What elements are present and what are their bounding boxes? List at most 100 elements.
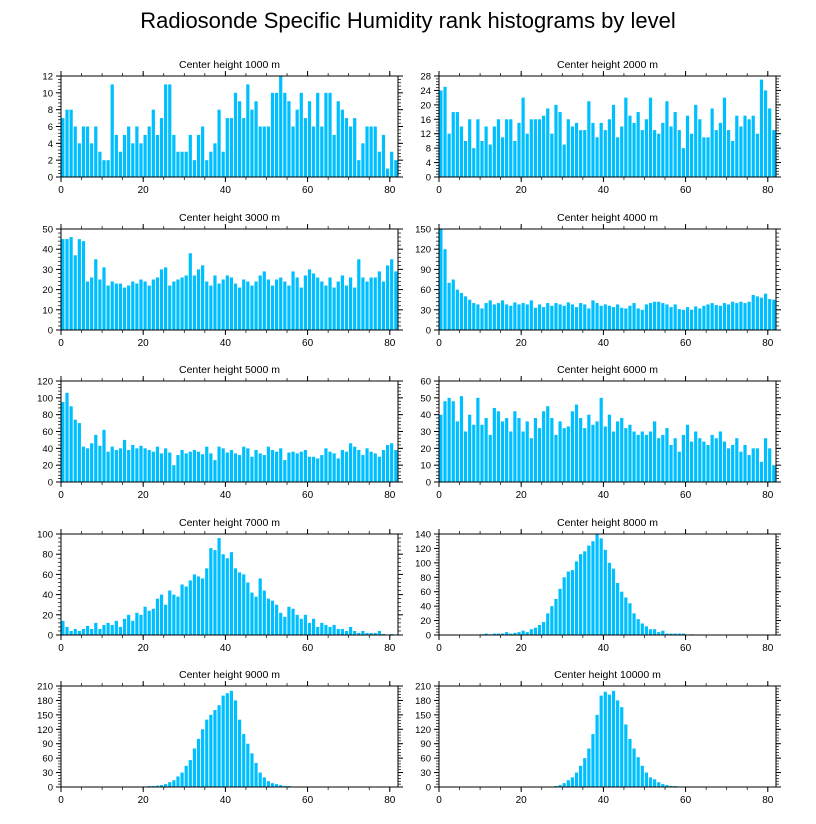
- histogram-bar: [550, 305, 554, 330]
- histogram-panel: 0 4 8 12 16 20 24 28 0 20 40 60 80 Center height 2000…: [420, 59, 781, 196]
- histogram-bar: [180, 277, 184, 330]
- histogram-bar: [607, 119, 612, 177]
- histogram-bar: [669, 307, 673, 330]
- histogram-bar: [492, 633, 496, 635]
- histogram-bar: [155, 277, 160, 330]
- histogram-bar: [599, 122, 603, 177]
- histogram-bar: [570, 126, 575, 177]
- histogram-bar: [570, 777, 575, 787]
- histogram-bar: [673, 438, 677, 482]
- x-tick-label: 80: [762, 338, 774, 349]
- y-tick-label: 60: [42, 427, 53, 438]
- histogram-bar: [373, 453, 377, 482]
- histogram-bar: [98, 151, 102, 177]
- histogram-bar: [525, 304, 529, 330]
- histogram-bar: [377, 271, 381, 330]
- histogram-bar: [653, 301, 657, 330]
- histogram-bar: [661, 784, 665, 787]
- histogram-bar: [254, 101, 258, 177]
- histogram-bar: [616, 583, 620, 635]
- histogram-bar: [644, 772, 648, 787]
- histogram-bar: [390, 151, 394, 177]
- y-tick-label: 210: [37, 682, 53, 693]
- histogram-bar: [755, 448, 759, 482]
- histogram-bar: [299, 618, 303, 635]
- histogram-bar: [554, 434, 558, 482]
- histogram-bar: [307, 101, 312, 177]
- x-tick-label: 40: [598, 795, 610, 806]
- histogram-bar: [579, 418, 583, 482]
- histogram-bar: [583, 304, 587, 330]
- y-tick-label: 30: [420, 305, 431, 316]
- histogram-panel: 0 30 60 90 120 150 0 20 40 60 80 Center height 4000…: [415, 212, 781, 349]
- histogram-bar: [258, 772, 262, 787]
- histogram-bar: [196, 451, 201, 482]
- histogram-bar: [616, 700, 620, 787]
- y-tick-label: 50: [420, 393, 431, 404]
- histogram-bar: [657, 438, 661, 482]
- histogram-bar: [755, 133, 759, 177]
- histogram-bar: [677, 633, 681, 635]
- histogram-bar: [677, 130, 681, 177]
- histogram-bar: [591, 300, 595, 330]
- histogram-bar: [579, 765, 583, 787]
- histogram-bar: [591, 424, 595, 482]
- x-tick-label: 80: [762, 643, 774, 654]
- histogram-bar: [620, 418, 624, 482]
- histogram-bar: [205, 568, 209, 635]
- histogram-bar: [159, 453, 164, 482]
- histogram-bar: [303, 118, 307, 177]
- histogram-bar: [201, 126, 205, 177]
- histogram-bar: [546, 303, 550, 330]
- histogram-bar: [685, 307, 690, 330]
- histogram-bar: [229, 277, 234, 330]
- histogram-bar: [365, 281, 369, 330]
- histogram-bar: [681, 309, 685, 330]
- histogram-bar: [714, 305, 718, 330]
- histogram-bar: [385, 168, 390, 177]
- histogram-bar: [147, 450, 151, 482]
- histogram-bar: [180, 450, 184, 482]
- histogram-bar: [184, 275, 188, 330]
- histogram-bar: [266, 279, 270, 330]
- histogram-bar: [77, 239, 81, 330]
- histogram-bar: [566, 780, 570, 787]
- histogram-bar: [151, 608, 155, 635]
- histogram-bar: [698, 119, 702, 177]
- histogram-bar: [468, 299, 472, 330]
- histogram-bar: [669, 126, 673, 177]
- histogram-bar: [554, 303, 558, 330]
- histogram-bar: [196, 134, 201, 177]
- histogram-bar: [316, 626, 320, 635]
- histogram-bar: [603, 549, 607, 635]
- histogram-bar: [275, 451, 279, 482]
- histogram-bar: [451, 112, 455, 177]
- histogram-bar: [127, 126, 131, 177]
- histogram-bar: [500, 421, 505, 482]
- histogram-bar: [98, 279, 102, 330]
- histogram-bar: [439, 229, 443, 330]
- histogram-bar: [525, 133, 529, 177]
- histogram-bar: [320, 126, 324, 177]
- histogram-bar: [266, 126, 270, 177]
- histogram-bar: [312, 618, 316, 635]
- y-tick-label: 8: [48, 105, 53, 116]
- histogram-bar: [636, 757, 640, 787]
- histogram-bar: [357, 450, 361, 482]
- histogram-bar: [94, 259, 98, 330]
- histogram-bar: [336, 628, 340, 635]
- histogram-bar: [139, 279, 143, 330]
- histogram-bar: [303, 614, 307, 635]
- histogram-bar: [110, 446, 114, 482]
- histogram-bar: [763, 90, 768, 177]
- x-tick-label: 60: [680, 338, 692, 349]
- y-tick-label: 120: [37, 725, 53, 736]
- histogram-bar: [468, 119, 472, 177]
- histogram-bar: [246, 582, 250, 635]
- histogram-bar: [118, 448, 123, 482]
- histogram-bar: [283, 460, 287, 482]
- histogram-bar: [361, 630, 365, 635]
- x-tick-label: 80: [762, 490, 774, 501]
- histogram-bar: [574, 307, 579, 330]
- histogram-bar: [533, 418, 538, 482]
